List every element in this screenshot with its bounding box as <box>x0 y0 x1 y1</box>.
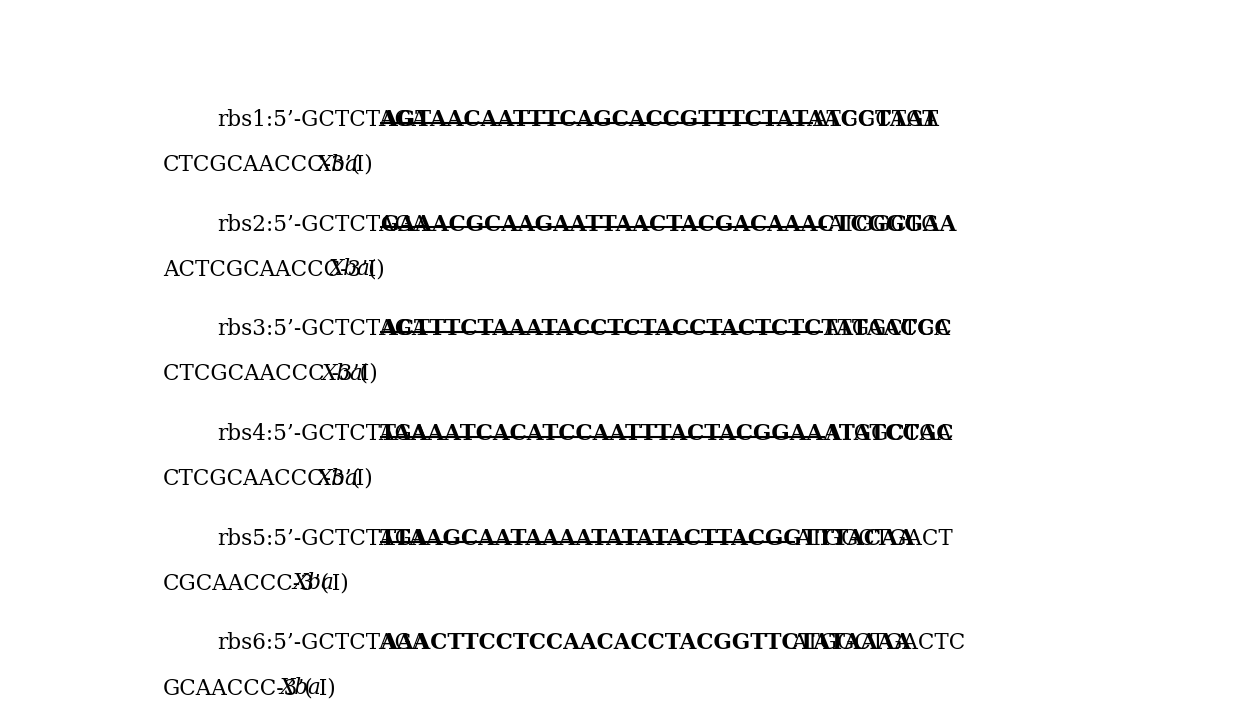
Text: GAAACGCAAGAATTAACTACGACAAACTCGGGAA: GAAACGCAAGAATTAACTACGACAAACTCGGGAA <box>379 213 956 236</box>
Text: CTCGCAACCC-3’(: CTCGCAACCC-3’( <box>162 154 361 176</box>
Text: rbs1:5’-GCTCTAGA: rbs1:5’-GCTCTAGA <box>217 109 428 131</box>
Text: ATGGCTGA: ATGGCTGA <box>823 318 950 340</box>
Text: I): I) <box>312 677 336 699</box>
Text: Xba: Xba <box>316 468 358 490</box>
Text: CTCGCAACCC-3’(: CTCGCAACCC-3’( <box>162 468 361 490</box>
Text: I): I) <box>361 258 384 280</box>
Text: rbs6:5’-GCTCTAGA: rbs6:5’-GCTCTAGA <box>217 633 428 654</box>
Text: I): I) <box>348 468 372 490</box>
Text: ATGGCTGA: ATGGCTGA <box>812 109 940 131</box>
Text: ATGGCTGA: ATGGCTGA <box>825 423 952 445</box>
Text: Xba: Xba <box>279 677 321 699</box>
Text: ACTTTCTAAATACCTCTACCTACTCTCTATAACCC: ACTTTCTAAATACCTCTACCTACTCTCTATAACCC <box>379 318 951 340</box>
Text: rbs3:5’-GCTCTAGA: rbs3:5’-GCTCTAGA <box>217 318 428 340</box>
Text: Xba: Xba <box>293 572 334 595</box>
Text: Xba: Xba <box>321 363 363 385</box>
Text: CGCAACCC-3’(: CGCAACCC-3’( <box>162 572 330 595</box>
Text: AGTAACAATTTCAGCACCGTTTCTATAACCTAAT: AGTAACAATTTCAGCACCGTTTCTATAACCTAAT <box>379 109 939 131</box>
Text: rbs2:5’-GCTCTAGA: rbs2:5’-GCTCTAGA <box>217 213 428 236</box>
Text: CTCGCAACCC -3’(: CTCGCAACCC -3’( <box>162 363 367 385</box>
Text: TAAAATCACATCCAATTTACTACGGAAATATCCAC: TAAAATCACATCCAATTTACTACGGAAATATCCAC <box>379 423 955 445</box>
Text: TTAAGCAATAAAATATATACTTACGGTTTACAA: TTAAGCAATAAAATATATACTTACGGTTTACAA <box>379 528 915 550</box>
Text: GCAACCC-3’(: GCAACCC-3’( <box>162 677 314 699</box>
Text: I): I) <box>348 154 372 176</box>
Text: ATGGCTG: ATGGCTG <box>827 213 939 236</box>
Text: ACTCGCAACCC-3’(: ACTCGCAACCC-3’( <box>162 258 376 280</box>
Text: rbs5:5’-GCTCTAGA: rbs5:5’-GCTCTAGA <box>217 528 428 550</box>
Text: Xba: Xba <box>329 258 370 280</box>
Text: ATGGCTGACT: ATGGCTGACT <box>795 528 952 550</box>
Text: rbs4:5’-GCTCTAGA: rbs4:5’-GCTCTAGA <box>217 423 428 445</box>
Text: I): I) <box>325 572 348 595</box>
Text: I): I) <box>353 363 378 385</box>
Text: AAACTTCCTCCAACACCTACGGTTCTATAAAA: AAACTTCCTCCAACACCTACGGTTCTATAAAA <box>379 633 911 654</box>
Text: Xba: Xba <box>316 154 358 176</box>
Text: ATGGCTGACTC: ATGGCTGACTC <box>791 633 966 654</box>
